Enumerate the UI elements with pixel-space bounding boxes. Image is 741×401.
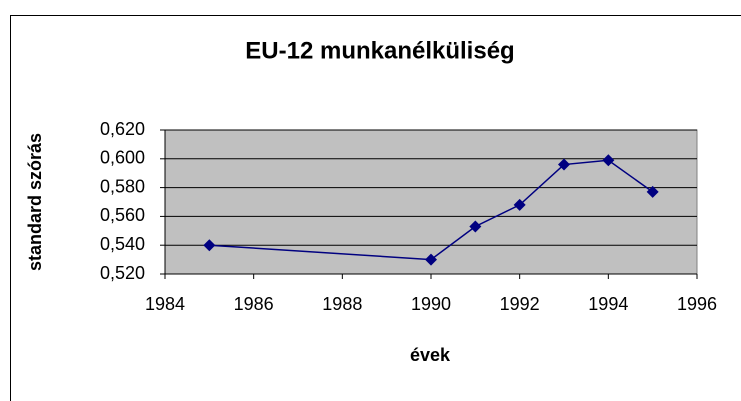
x-tick-label: 1994 (588, 294, 628, 314)
x-tick-label: 1992 (500, 294, 540, 314)
x-axis-label: évek (410, 345, 451, 365)
y-axis-label: standard szórás (25, 133, 45, 271)
data-point (203, 239, 216, 252)
x-tick-label: 1986 (234, 294, 274, 314)
x-tick-label: 1984 (145, 294, 185, 314)
data-point (469, 220, 482, 233)
y-tick-label: 0,520 (100, 263, 145, 283)
x-tick-label: 1996 (677, 294, 717, 314)
data-point (602, 154, 615, 167)
y-tick-label: 0,580 (100, 176, 145, 196)
y-tick-label: 0,620 (100, 119, 145, 139)
x-tick-label: 1990 (411, 294, 451, 314)
y-tick-label: 0,560 (100, 205, 145, 225)
y-tick-label: 0,600 (100, 148, 145, 168)
data-point (513, 198, 526, 211)
data-point (558, 158, 570, 171)
data-point (646, 185, 659, 198)
y-tick-label: 0,540 (100, 234, 145, 254)
data-point (425, 253, 437, 266)
chart-title: EU-12 munkanélküliség (245, 37, 514, 64)
plot-area (164, 129, 698, 275)
x-tick-label: 1988 (322, 294, 362, 314)
